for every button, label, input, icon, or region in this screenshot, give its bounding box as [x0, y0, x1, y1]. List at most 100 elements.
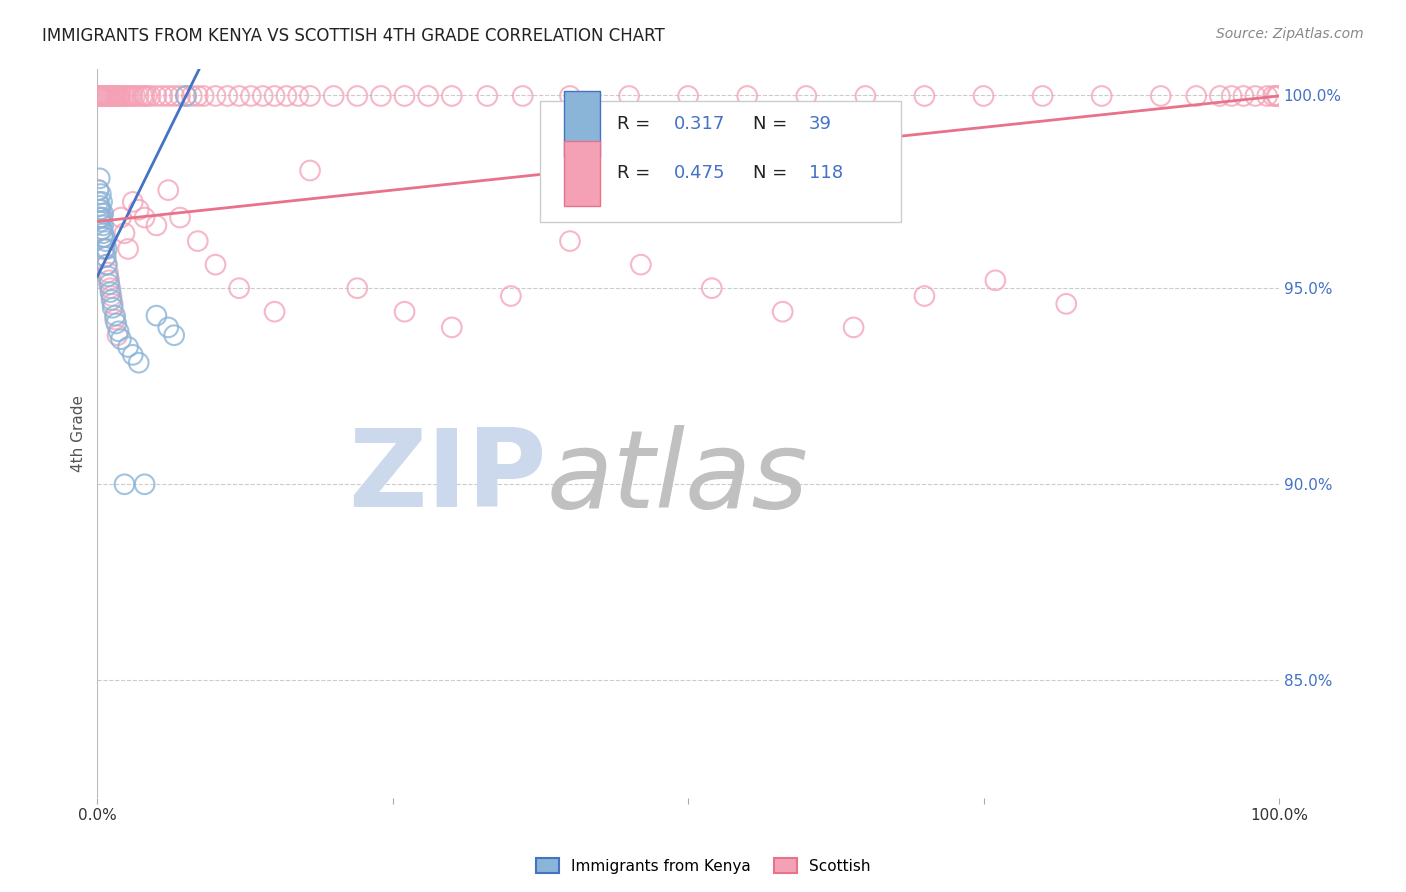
FancyBboxPatch shape	[540, 102, 901, 222]
Point	[101, 297, 124, 311]
Point	[91, 230, 114, 244]
Point	[1267, 89, 1289, 103]
Point	[110, 211, 132, 225]
Point	[87, 194, 110, 209]
Point	[124, 89, 146, 103]
Point	[91, 219, 114, 233]
Point	[117, 340, 139, 354]
Point	[93, 242, 115, 256]
Point	[100, 293, 122, 307]
Point	[96, 242, 118, 256]
Point	[370, 89, 392, 103]
Point	[91, 211, 114, 225]
Point	[139, 89, 162, 103]
Legend: Immigrants from Kenya, Scottish: Immigrants from Kenya, Scottish	[530, 852, 876, 880]
Point	[108, 89, 131, 103]
Point	[914, 89, 936, 103]
Point	[89, 199, 111, 213]
Point	[93, 230, 115, 244]
Text: IMMIGRANTS FROM KENYA VS SCOTTISH 4TH GRADE CORRELATION CHART: IMMIGRANTS FROM KENYA VS SCOTTISH 4TH GR…	[42, 27, 665, 45]
Point	[299, 163, 322, 178]
Point	[1150, 89, 1173, 103]
Point	[104, 89, 127, 103]
Point	[145, 219, 167, 233]
Point	[134, 477, 156, 491]
Point	[117, 89, 139, 103]
Point	[91, 207, 114, 221]
Point	[91, 222, 114, 236]
Point	[1244, 89, 1267, 103]
Point	[174, 89, 197, 103]
Point	[105, 89, 128, 103]
Point	[94, 234, 117, 248]
Point	[700, 281, 723, 295]
Point	[136, 89, 159, 103]
Point	[346, 89, 368, 103]
Point	[87, 89, 110, 103]
Point	[150, 89, 173, 103]
Point	[322, 89, 344, 103]
Point	[128, 89, 150, 103]
Point	[100, 89, 122, 103]
FancyBboxPatch shape	[564, 141, 599, 206]
Point	[499, 289, 522, 303]
Point	[914, 289, 936, 303]
Point	[263, 304, 285, 318]
Point	[96, 89, 118, 103]
Point	[98, 281, 121, 295]
Point	[107, 89, 129, 103]
Point	[96, 258, 118, 272]
Point	[96, 258, 118, 272]
Point	[91, 89, 114, 103]
Point	[89, 171, 111, 186]
Point	[1185, 89, 1208, 103]
Point	[157, 320, 180, 334]
Point	[101, 89, 124, 103]
Point	[98, 277, 121, 292]
Point	[394, 304, 416, 318]
Point	[772, 304, 794, 318]
Point	[91, 226, 114, 240]
Point	[93, 89, 115, 103]
Point	[1256, 89, 1278, 103]
Point	[984, 273, 1007, 287]
Point	[187, 234, 209, 248]
Text: 0.317: 0.317	[673, 115, 725, 133]
Point	[239, 89, 262, 103]
Point	[98, 273, 121, 287]
Point	[87, 183, 110, 197]
Point	[193, 89, 215, 103]
Point	[120, 89, 142, 103]
Point	[90, 214, 112, 228]
Point	[299, 89, 322, 103]
Point	[735, 89, 758, 103]
Point	[100, 289, 122, 303]
Text: atlas: atlas	[547, 425, 808, 530]
Point	[1220, 89, 1243, 103]
Point	[90, 202, 112, 217]
Point	[477, 89, 499, 103]
Point	[91, 89, 114, 103]
Point	[794, 89, 817, 103]
Point	[121, 348, 143, 362]
Point	[98, 285, 121, 299]
Point	[90, 211, 112, 225]
Point	[131, 89, 153, 103]
Point	[121, 89, 143, 103]
Point	[1209, 89, 1232, 103]
Point	[287, 89, 309, 103]
Point	[169, 89, 191, 103]
Text: 118: 118	[808, 164, 842, 182]
Text: ZIP: ZIP	[347, 424, 547, 530]
Point	[97, 89, 120, 103]
Y-axis label: 4th Grade: 4th Grade	[72, 395, 86, 472]
Point	[558, 234, 581, 248]
Point	[91, 194, 114, 209]
Point	[169, 211, 191, 225]
Point	[1261, 89, 1284, 103]
Point	[157, 89, 180, 103]
Text: 39: 39	[808, 115, 832, 133]
Text: N =: N =	[754, 115, 793, 133]
Text: R =: R =	[617, 164, 657, 182]
Point	[114, 226, 136, 240]
